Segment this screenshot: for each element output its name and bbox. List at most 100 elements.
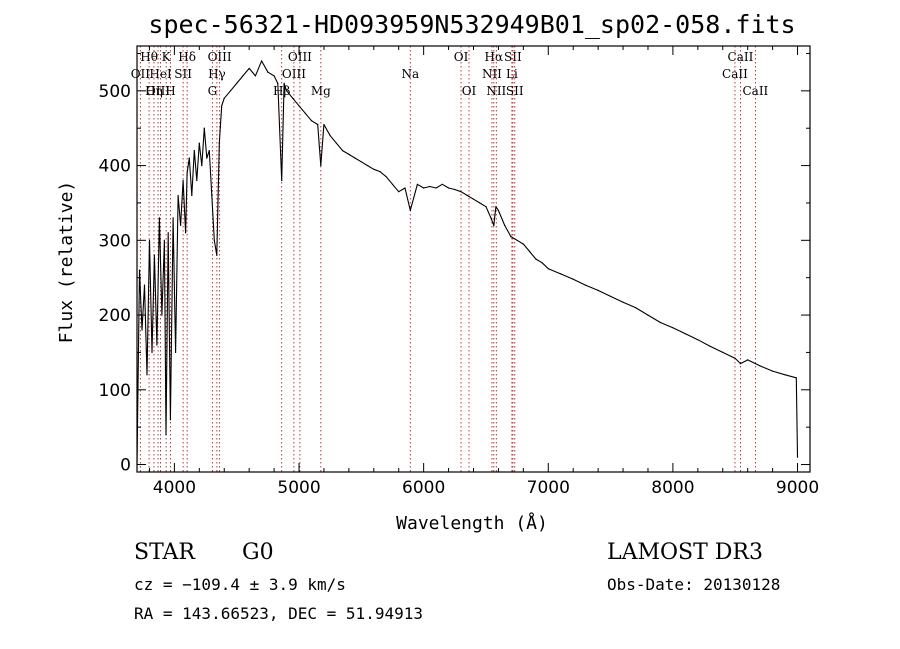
y-tick-label: 0 xyxy=(120,456,131,476)
spectrum-point xyxy=(348,153,350,155)
spectrum-point xyxy=(193,150,195,152)
spectrum-point xyxy=(317,123,319,126)
object-subclass: G0 xyxy=(242,540,274,565)
spectrum-point xyxy=(796,456,799,458)
spectrum-point xyxy=(175,351,177,353)
x-tick-label: 9000 xyxy=(776,478,819,498)
spectrum-point xyxy=(148,239,151,241)
spectral-line-label: OIII xyxy=(282,67,306,81)
spectrum-point xyxy=(261,60,263,62)
spectral-line-label: Mg xyxy=(311,84,331,98)
spectrum-point xyxy=(221,105,223,107)
spectrum-point xyxy=(242,75,244,77)
spectral-line-label: Li xyxy=(506,67,518,81)
x-tick-label: 7000 xyxy=(527,478,570,498)
spectrum-point xyxy=(254,75,256,77)
spectrum-point xyxy=(167,232,169,234)
spectral-line-label: OII xyxy=(131,67,151,81)
spectral-line-label: Na xyxy=(401,67,419,81)
spectrum-point xyxy=(188,157,190,159)
spectrum-point xyxy=(218,142,220,144)
spectrum-series xyxy=(136,60,799,466)
spectrum-point xyxy=(191,194,193,197)
spectrum-point xyxy=(198,142,200,144)
spectrum-point xyxy=(697,339,699,341)
spectrum-point xyxy=(223,97,225,99)
spectrum-point xyxy=(493,224,495,226)
spectral-line-label: Hγ xyxy=(208,67,226,81)
y-tick-label: 500 xyxy=(99,82,131,102)
spectrum-point xyxy=(286,90,288,92)
spectrum-point xyxy=(722,351,724,353)
spectral-line-label: OIII xyxy=(288,50,312,64)
spectral-line-label: Hη xyxy=(145,84,163,98)
spectrum-point xyxy=(522,243,525,245)
y-tick-label: 200 xyxy=(99,306,131,326)
spectrum-point xyxy=(529,250,531,253)
spectrum-point xyxy=(342,150,344,152)
spectrum-point xyxy=(516,239,518,241)
plot-frame xyxy=(136,45,811,473)
spectrum-point xyxy=(709,345,711,347)
spectrum-point xyxy=(472,198,475,200)
spectrum-point xyxy=(739,363,742,365)
x-tick-label: 6000 xyxy=(402,478,445,498)
spectrum-point xyxy=(379,171,381,173)
spectrum-point xyxy=(429,185,431,188)
spectral-line-label: CaII xyxy=(722,67,748,81)
spectrum-point xyxy=(448,187,450,189)
spectrum-point xyxy=(208,150,210,152)
spectrum-point xyxy=(409,209,411,211)
spectrum-point xyxy=(373,168,375,170)
spectrum-line xyxy=(136,60,799,465)
spectrum-point xyxy=(153,254,155,256)
spectrum-point xyxy=(360,161,362,163)
y-axis-label: Flux (relative) xyxy=(56,181,77,344)
spectrum-point xyxy=(622,301,624,303)
spectrum-point xyxy=(161,314,163,316)
spectrum-point xyxy=(335,142,337,144)
spectrum-point xyxy=(497,209,499,211)
spectrum-point xyxy=(547,268,549,270)
spectrum-point xyxy=(203,127,205,129)
spectrum-point xyxy=(165,434,167,436)
spectrum-point xyxy=(734,357,736,359)
spectrum-point xyxy=(236,82,238,84)
spectrum-point xyxy=(795,377,797,379)
spectrum-point xyxy=(320,165,322,167)
spectrum-point xyxy=(747,359,749,361)
y-tick-label: 400 xyxy=(99,157,131,177)
spectrum-point xyxy=(211,194,213,197)
x-axis-label: Wavelength (Å) xyxy=(396,512,548,534)
spectrum-point xyxy=(404,187,406,189)
spectral-line-label: OI xyxy=(462,84,477,98)
spectrum-point xyxy=(398,191,400,193)
spectrum-point xyxy=(163,239,165,241)
spectrum-point xyxy=(182,179,184,182)
spectrum-point xyxy=(151,351,153,353)
spectrum-point xyxy=(185,232,187,234)
spectral-line-label: Hα xyxy=(485,50,504,64)
spectral-line-label: K xyxy=(162,50,172,64)
spectrum-point xyxy=(454,188,456,191)
spectrum-point xyxy=(248,67,250,69)
spectrum-point xyxy=(292,97,294,99)
x-tick-label: 5000 xyxy=(277,478,320,498)
spectral-line-label: Hδ xyxy=(178,50,196,64)
survey-name: LAMOST DR3 xyxy=(607,540,763,565)
spectrum-point xyxy=(441,183,443,185)
spectrum-point xyxy=(329,135,331,137)
spectrum-point xyxy=(158,217,160,219)
spectrum-point xyxy=(298,105,300,107)
spectrum-point xyxy=(310,120,313,122)
spectrum-point xyxy=(510,236,512,238)
spectrum-point xyxy=(172,217,174,219)
spectrum-point xyxy=(391,183,394,185)
spectrum-point xyxy=(759,365,761,367)
spectrum-point xyxy=(267,71,269,73)
spectral-line-label: OIII xyxy=(146,84,170,98)
spectrum-point xyxy=(201,165,203,167)
spectrum-point xyxy=(647,314,649,316)
